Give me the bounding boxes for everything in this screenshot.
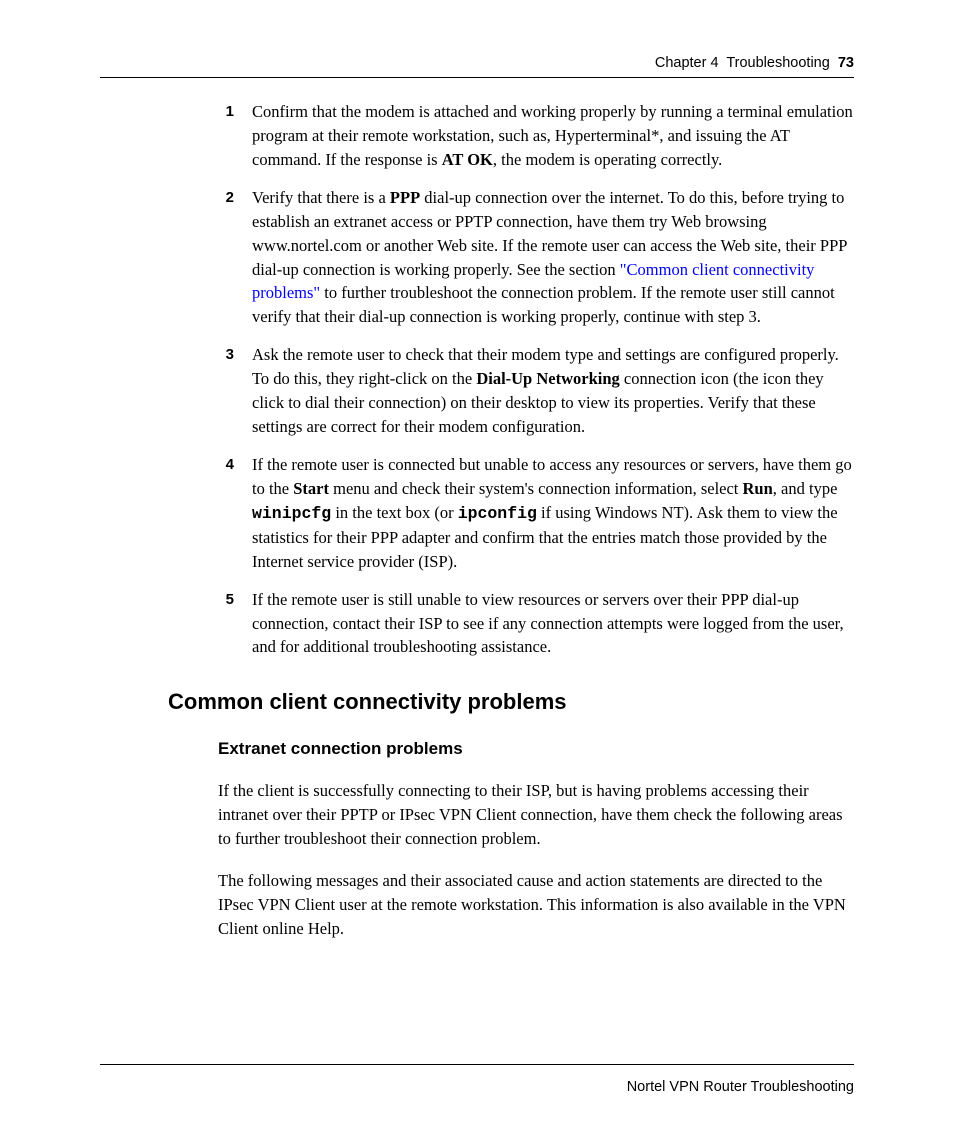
step-body: Verify that there is a PPP dial-up conne… xyxy=(252,186,854,330)
step-number: 1 xyxy=(218,100,252,123)
step-body: If the remote user is connected but unab… xyxy=(252,453,854,574)
page-footer: Nortel VPN Router Troubleshooting xyxy=(627,1079,854,1095)
step-number: 4 xyxy=(218,453,252,476)
footer-rule xyxy=(100,1064,854,1065)
step-text: , and type xyxy=(773,479,838,498)
body-paragraph: If the client is successfully connecting… xyxy=(218,779,854,851)
bold-term: Start xyxy=(293,479,329,498)
page-container: Chapter 4 Troubleshooting 73 1 Confirm t… xyxy=(0,0,954,1145)
header-title: Troubleshooting xyxy=(726,55,829,71)
page-header: Chapter 4 Troubleshooting 73 xyxy=(100,55,854,71)
step-item: 3 Ask the remote user to check that thei… xyxy=(218,343,854,439)
bold-term: Run xyxy=(743,479,773,498)
header-page-number: 73 xyxy=(838,55,854,71)
step-text: Verify that there is a xyxy=(252,188,390,207)
code-term: ipconfig xyxy=(458,504,537,523)
step-item: 2 Verify that there is a PPP dial-up con… xyxy=(218,186,854,330)
bold-term: AT OK xyxy=(442,150,493,169)
step-text: to further troubleshoot the connection p… xyxy=(252,283,835,326)
section-heading: Common client connectivity problems xyxy=(168,689,854,715)
step-body: If the remote user is still unable to vi… xyxy=(252,588,854,660)
step-item: 1 Confirm that the modem is attached and… xyxy=(218,100,854,172)
step-body: Ask the remote user to check that their … xyxy=(252,343,854,439)
step-item: 4 If the remote user is connected but un… xyxy=(218,453,854,574)
header-chapter: Chapter 4 xyxy=(655,55,719,71)
step-number: 2 xyxy=(218,186,252,209)
step-text: , the modem is operating correctly. xyxy=(493,150,722,169)
step-text: in the text box (or xyxy=(331,503,457,522)
step-item: 5 If the remote user is still unable to … xyxy=(218,588,854,660)
numbered-steps-list: 1 Confirm that the modem is attached and… xyxy=(218,100,854,659)
body-paragraph: The following messages and their associa… xyxy=(218,869,854,941)
step-number: 5 xyxy=(218,588,252,611)
bold-term: PPP xyxy=(390,188,420,207)
bold-term: Dial-Up Networking xyxy=(476,369,619,388)
code-term: winipcfg xyxy=(252,504,331,523)
step-body: Confirm that the modem is attached and w… xyxy=(252,100,854,172)
step-number: 3 xyxy=(218,343,252,366)
step-text: menu and check their system's connection… xyxy=(329,479,743,498)
header-rule xyxy=(100,77,854,78)
subsection-heading: Extranet connection problems xyxy=(218,739,854,759)
